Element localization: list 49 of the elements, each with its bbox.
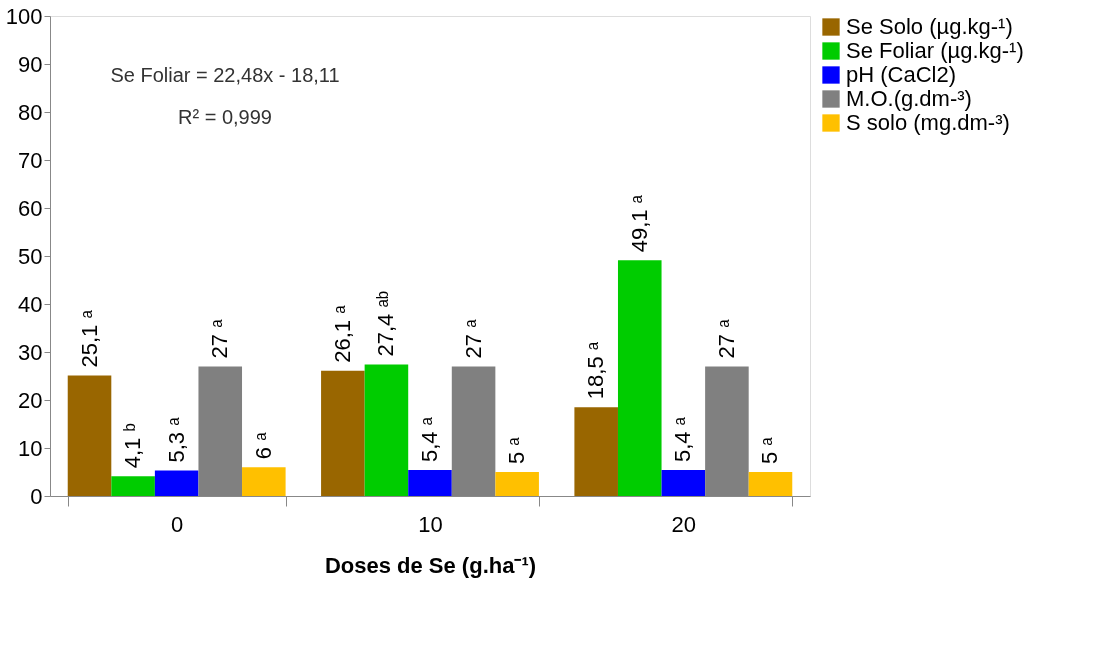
- x-tick-label: 0: [171, 511, 184, 537]
- bar: [574, 407, 618, 496]
- data-label: 27 ᵃ: [713, 318, 739, 359]
- bar: [748, 472, 793, 496]
- legend-label: Se Foliar (µg.kg-¹): [846, 38, 1024, 63]
- y-tick-label: 80: [18, 99, 43, 125]
- bar: [242, 467, 286, 496]
- x-tick-label: 10: [418, 511, 443, 537]
- legend-label: Se Solo (µg.kg-¹): [846, 14, 1013, 39]
- data-label: 18,5 ᵃ: [583, 341, 609, 400]
- y-tick-label: 20: [18, 387, 43, 413]
- data-label: 6 ᵃ: [250, 431, 276, 460]
- data-label: 5,3 ᵃ: [163, 416, 189, 463]
- legend-label: M.O.(g.dm-³): [846, 86, 972, 111]
- annotation: Se Foliar = 22,48x - 18,11: [110, 64, 340, 86]
- annotation: R² = 0,999: [178, 106, 272, 128]
- x-tick-label: 20: [671, 511, 697, 537]
- y-tick-label: 90: [18, 51, 43, 77]
- data-label: 27 ᵃ: [460, 318, 486, 359]
- legend-label: S solo (mg.dm-³): [846, 110, 1010, 135]
- data-label: 27 ᵃ: [207, 318, 233, 359]
- y-tick-label: 0: [30, 483, 43, 509]
- y-tick-label: 50: [18, 243, 43, 269]
- bar: [111, 476, 155, 496]
- bar: [408, 470, 452, 496]
- data-label: 49,1 ᵃ: [626, 194, 652, 253]
- data-label: 25,1 ᵃ: [76, 309, 102, 368]
- data-label: 4,1 ᵇ: [120, 423, 146, 469]
- data-label: 27,4 ᵃᵇ: [373, 291, 399, 357]
- y-tick-label: 10: [18, 435, 43, 461]
- x-axis-title: Doses de Se (g.ha⁻¹): [324, 552, 537, 578]
- y-tick-label: 30: [18, 339, 43, 365]
- y-tick-label: 70: [18, 147, 43, 173]
- y-tick-label: 60: [18, 195, 43, 221]
- legend-label: pH (CaCl2): [846, 62, 957, 87]
- data-label: 5,4 ᵃ: [670, 416, 696, 463]
- bar: [617, 260, 662, 496]
- y-tick-label: 40: [18, 291, 43, 317]
- data-label: 26,1 ᵃ: [329, 304, 355, 363]
- data-label: 5 ᵃ: [504, 436, 530, 464]
- bar: [495, 472, 539, 496]
- bar: [364, 364, 409, 496]
- bar: [321, 370, 365, 496]
- bar: [67, 375, 112, 496]
- data-label: 5 ᵃ: [757, 436, 783, 464]
- bar: [154, 470, 199, 496]
- data-label: 5,4 ᵃ: [417, 416, 442, 463]
- bar: [661, 470, 706, 496]
- y-tick-label: 100: [5, 3, 43, 29]
